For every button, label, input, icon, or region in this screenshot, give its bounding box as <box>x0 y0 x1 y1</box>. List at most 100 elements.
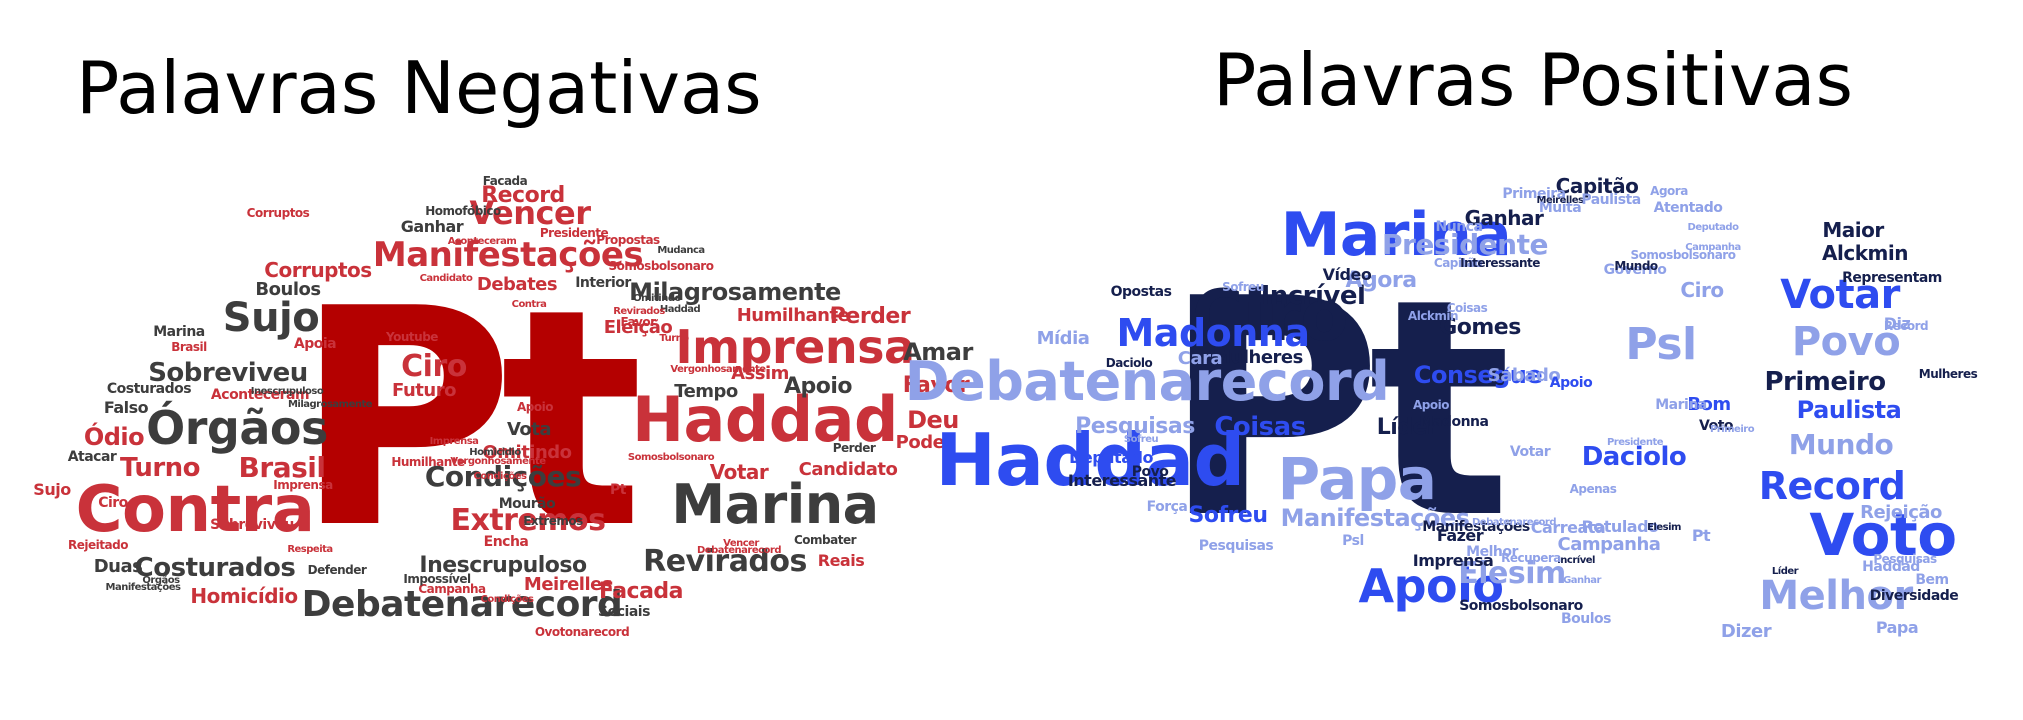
negative-word: Meirelles <box>523 574 613 595</box>
negative-word: Debates <box>476 274 558 295</box>
positive-word: Melhor <box>1466 544 1518 560</box>
negative-word: Homicidio <box>469 447 521 458</box>
negative-word: Presidente <box>539 226 609 240</box>
negative-word: Apoia <box>293 336 337 352</box>
negative-word: Inescrupuloso <box>250 386 324 397</box>
negative-word: Somosbolsonaro <box>627 452 715 463</box>
negative-word: Boulos <box>255 279 321 300</box>
negative-word: Marina <box>153 324 205 340</box>
positive-word: Alckmin <box>1822 241 1908 265</box>
negative-word: Imprensa <box>675 320 915 374</box>
positive-word: Pesquisas <box>1873 552 1937 566</box>
negative-word: Vergonhosamente <box>450 456 546 467</box>
positive-word: Votar <box>1509 444 1551 460</box>
positive-word: Ganhar <box>1563 575 1601 586</box>
positive-word: Representam <box>1842 270 1942 286</box>
negative-word: Sociais <box>598 604 650 620</box>
negative-word: Haddad <box>632 383 898 456</box>
positive-word: Record <box>1758 464 1906 508</box>
positive-word: Rotulado <box>1581 517 1659 536</box>
negative-word: Respeita <box>287 544 333 555</box>
positive-word: Marina <box>1655 397 1707 413</box>
negative-word: Milagrosamente <box>629 278 841 306</box>
negative-word: Pt <box>610 482 626 498</box>
negative-word: Favor <box>620 315 656 329</box>
negative-word: Extremos <box>450 503 606 538</box>
negative-word: Revirados <box>613 306 665 317</box>
positive-word: Paulista <box>1581 192 1641 208</box>
negative-word: Campanha <box>418 582 486 596</box>
negative-word: Assim <box>731 363 789 384</box>
negative-word: Omitindo <box>633 293 681 304</box>
positive-word: Imprensa <box>1412 551 1494 570</box>
negative-word: Somosbolsonaro <box>608 259 714 273</box>
negative-word: Ciro <box>98 495 128 511</box>
negative-word: Ódio <box>83 423 145 451</box>
negative-word: Aconteceram <box>210 387 310 403</box>
positive-word: Coisas <box>1214 412 1306 442</box>
negative-word: Brasil <box>171 340 207 354</box>
negative-word: Condições <box>480 594 534 605</box>
positive-word: Ganhar <box>1464 206 1544 230</box>
negative-word: Votar <box>709 460 769 484</box>
positive-word: Força <box>1146 499 1188 515</box>
negative-word: Condições <box>473 471 527 482</box>
positive-word: Opostas <box>1110 284 1172 300</box>
positive-word: Paulista <box>1796 396 1902 424</box>
negative-word: Revirados <box>643 544 807 579</box>
positive-word: Pesquisas <box>1198 538 1274 554</box>
positive-word: Primeiro <box>1764 367 1886 397</box>
negative-word: Humilhante <box>391 455 465 469</box>
negative-word: Futuro <box>392 380 456 401</box>
positive-word: Sofreu <box>1123 434 1159 445</box>
positive-word: Apoio <box>1413 398 1449 412</box>
negative-word: Omitindo <box>482 442 572 463</box>
negative-word: Sobreviveu <box>148 358 308 388</box>
negative-word: Rejeitado <box>68 538 128 552</box>
positive-word: Papa <box>1875 618 1919 637</box>
negative-word: Sujo <box>222 295 320 341</box>
negative-word: Favor <box>902 373 970 398</box>
positive-word: Daciolo <box>1105 356 1153 370</box>
positive-word: Haddad <box>1862 559 1920 575</box>
negative-word: Homofóbico <box>425 204 501 218</box>
negative-word: Brasil <box>238 451 326 484</box>
positive-word: Coisas <box>1446 301 1488 315</box>
positive-word: Bem <box>1915 572 1949 588</box>
negative-word: Duas <box>93 556 143 577</box>
positive-word: Muita <box>1538 200 1582 216</box>
negative-word: Tempo <box>674 381 738 402</box>
positive-word: Mundo <box>1788 428 1894 461</box>
positive-word: Elesim <box>1647 522 1681 533</box>
positive-word: Deputado <box>1687 222 1739 233</box>
positive-word: Primeiro <box>1709 424 1755 435</box>
negative-word: Inescrupuloso <box>419 553 587 578</box>
negative-word: Deu <box>907 406 959 434</box>
positive-word: Diz <box>1883 314 1911 333</box>
positive-word: Líder <box>1376 415 1438 440</box>
positive-word: Manifestações <box>1422 519 1530 535</box>
positive-word: Psl <box>1342 533 1364 549</box>
positive-word: Presidente <box>1382 228 1548 261</box>
negative-word: Manifestações <box>372 235 644 275</box>
positive-word: Nunca <box>1435 219 1483 235</box>
negative-word: Youtube <box>386 330 438 344</box>
positive-word: Pesquisas <box>1075 414 1195 439</box>
positive-word: Madonna <box>1116 311 1310 355</box>
positive-word: Apenas <box>1569 482 1617 496</box>
negative-word: Perder <box>832 441 876 455</box>
positive-word: Agora <box>1345 268 1417 293</box>
positive-word: Atentado <box>1653 200 1723 216</box>
positive-word: Cara <box>1177 348 1223 369</box>
positive-word: Líder <box>1771 566 1799 577</box>
positive-word: Rejeição <box>1860 502 1942 523</box>
positive-word: Campanha <box>1557 534 1661 555</box>
positive-word: Recupera <box>1501 551 1561 565</box>
negative-word: Aconteceram <box>447 236 517 247</box>
positive-word: Marina <box>1280 200 1512 270</box>
positive-word: Somosbolsonaro <box>1459 598 1583 614</box>
positive-word: Fazer <box>1436 526 1484 545</box>
negative-word: Candidato <box>798 459 898 480</box>
positive-word: Mulheres <box>1213 347 1303 368</box>
